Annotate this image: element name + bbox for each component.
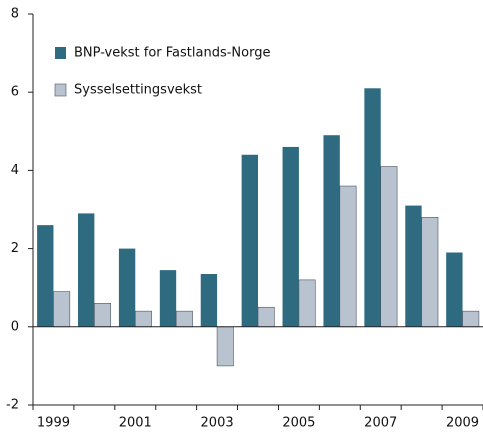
bar xyxy=(216,326,234,367)
y-tick-label: 2 xyxy=(11,241,19,256)
bar xyxy=(175,310,193,328)
bar xyxy=(421,217,439,328)
bar xyxy=(94,303,112,328)
bar xyxy=(462,310,480,328)
bar xyxy=(446,252,463,327)
y-tick-label: 8 xyxy=(11,7,19,22)
bar xyxy=(241,154,258,327)
bar xyxy=(53,291,71,328)
bar xyxy=(405,205,422,327)
x-tick-label: 2007 xyxy=(364,416,397,431)
y-tick-label: 0 xyxy=(11,319,19,334)
x-tick-label: 2001 xyxy=(119,416,152,431)
legend-swatch xyxy=(55,47,66,59)
bar xyxy=(282,146,299,327)
bar xyxy=(200,274,218,327)
bar xyxy=(159,270,177,327)
legend-swatch xyxy=(54,83,67,97)
x-tick-label: 2009 xyxy=(446,416,479,431)
bar xyxy=(118,248,136,327)
bar xyxy=(380,166,398,328)
bar xyxy=(78,213,95,327)
legend-label: Sysselsettingsvekst xyxy=(74,83,202,98)
y-tick-label: -2 xyxy=(6,398,19,413)
y-tick-label: 4 xyxy=(11,163,19,178)
x-tick-label: 1999 xyxy=(37,416,70,431)
bar xyxy=(364,88,381,327)
bar xyxy=(134,310,152,328)
bar xyxy=(257,306,275,328)
bar xyxy=(37,225,54,327)
bar xyxy=(298,279,316,328)
x-tick-label: 2005 xyxy=(282,416,315,431)
y-tick-label: 6 xyxy=(11,85,19,100)
bar xyxy=(339,185,357,328)
legend-label: BNP-vekst for Fastlands-Norge xyxy=(74,46,270,61)
x-tick-label: 2003 xyxy=(201,416,234,431)
bar xyxy=(323,135,340,327)
